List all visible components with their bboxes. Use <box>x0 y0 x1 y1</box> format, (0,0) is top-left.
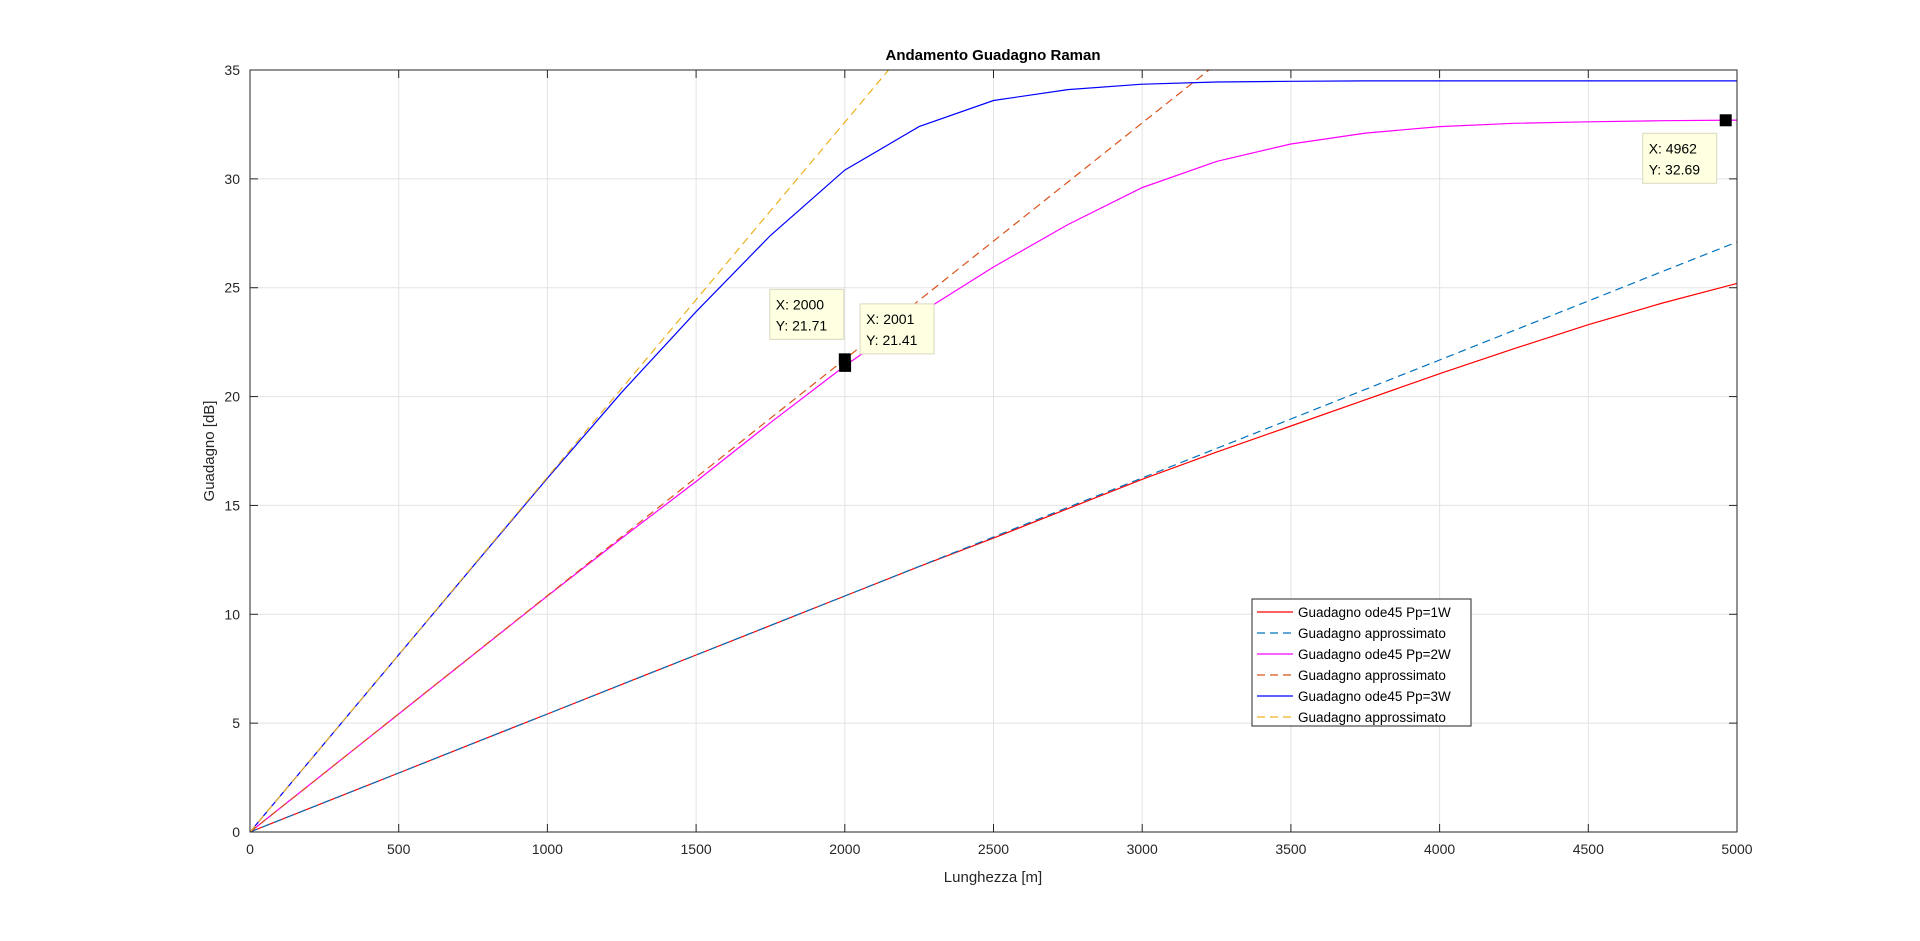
series-line-2 <box>250 241 1737 832</box>
datatip-x: X: 2001 <box>866 311 914 327</box>
legend-item[interactable]: Guadagno approssimato <box>1257 668 1446 683</box>
legend-item[interactable]: Guadagno ode45 Pp=3W <box>1257 689 1451 704</box>
datatip-y: Y: 32.69 <box>1649 161 1701 177</box>
legend-item[interactable]: Guadagno approssimato <box>1257 626 1446 641</box>
datatip-box <box>859 303 935 355</box>
datatip-marker[interactable] <box>839 359 852 372</box>
legend-item[interactable]: Guadagno ode45 Pp=1W <box>1257 605 1451 620</box>
datatip-y: Y: 21.41 <box>866 332 918 348</box>
legend-label: Guadagno ode45 Pp=3W <box>1298 689 1451 704</box>
datatips: X: 2000 Y: 21.71 X: 2001 Y: 21.41 X: 4962 Y: … <box>769 114 1732 372</box>
series-line-6 <box>250 70 890 832</box>
legend-label: Guadagno ode45 Pp=2W <box>1298 647 1451 662</box>
chart-title: Andamento Guadagno Raman <box>885 47 1100 64</box>
legend-label: Guadagno ode45 Pp=1W <box>1298 605 1451 620</box>
x-axis-label: Lunghezza [m] <box>944 869 1042 886</box>
x-tick-label: 2500 <box>978 841 1009 857</box>
x-tick-label: 3000 <box>1127 841 1158 857</box>
x-tick-label: 5000 <box>1721 841 1752 857</box>
datatip-box <box>1642 132 1718 184</box>
datatip-x: X: 2000 <box>776 296 824 312</box>
datatip-box <box>769 288 845 340</box>
series-line-5 <box>250 80 1737 832</box>
x-tick-label: 500 <box>387 841 411 857</box>
x-tick-label: 0 <box>246 841 254 857</box>
legend[interactable]: Guadagno ode45 Pp=1W Guadagno approssimat… <box>1251 598 1472 727</box>
y-tick-label: 30 <box>224 171 240 187</box>
legend-label: Guadagno approssimato <box>1298 626 1446 641</box>
y-tick-label: 20 <box>224 389 240 405</box>
y-tick-label: 10 <box>224 606 240 622</box>
series-line-4 <box>250 70 1210 832</box>
legend-box <box>1251 598 1472 727</box>
y-axis-label: Guadagno [dB] <box>201 401 218 502</box>
x-tick-label: 3500 <box>1275 841 1306 857</box>
x-tick-label: 1000 <box>532 841 563 857</box>
x-tick-label: 4500 <box>1573 841 1604 857</box>
legend-item[interactable]: Guadagno ode45 Pp=2W <box>1257 647 1451 662</box>
y-tick-label: 35 <box>224 62 240 78</box>
x-tick-label: 4000 <box>1424 841 1455 857</box>
legend-item[interactable]: Guadagno approssimato <box>1257 710 1446 725</box>
datatip[interactable]: X: 4962 Y: 32.69 <box>1642 114 1732 184</box>
ticks: 0 500 1000 1500 2000 2500 3000 3500 4000 4500 5000… <box>224 62 1752 857</box>
x-tick-label: 2000 <box>829 841 860 857</box>
legend-label: Guadagno approssimato <box>1298 668 1446 683</box>
x-tick-label: 1500 <box>681 841 712 857</box>
datatip[interactable]: X: 2001 Y: 21.41 <box>839 303 935 372</box>
y-tick-label: 0 <box>232 824 240 840</box>
y-tick-label: 25 <box>224 280 240 296</box>
series-lines <box>250 70 1737 832</box>
legend-label: Guadagno approssimato <box>1298 710 1446 725</box>
y-tick-label: 5 <box>232 715 240 731</box>
y-tick-label: 15 <box>224 497 240 513</box>
datatip-marker[interactable] <box>1719 114 1732 127</box>
datatip-y: Y: 21.71 <box>776 317 828 333</box>
datatip-x: X: 4962 <box>1649 140 1697 156</box>
